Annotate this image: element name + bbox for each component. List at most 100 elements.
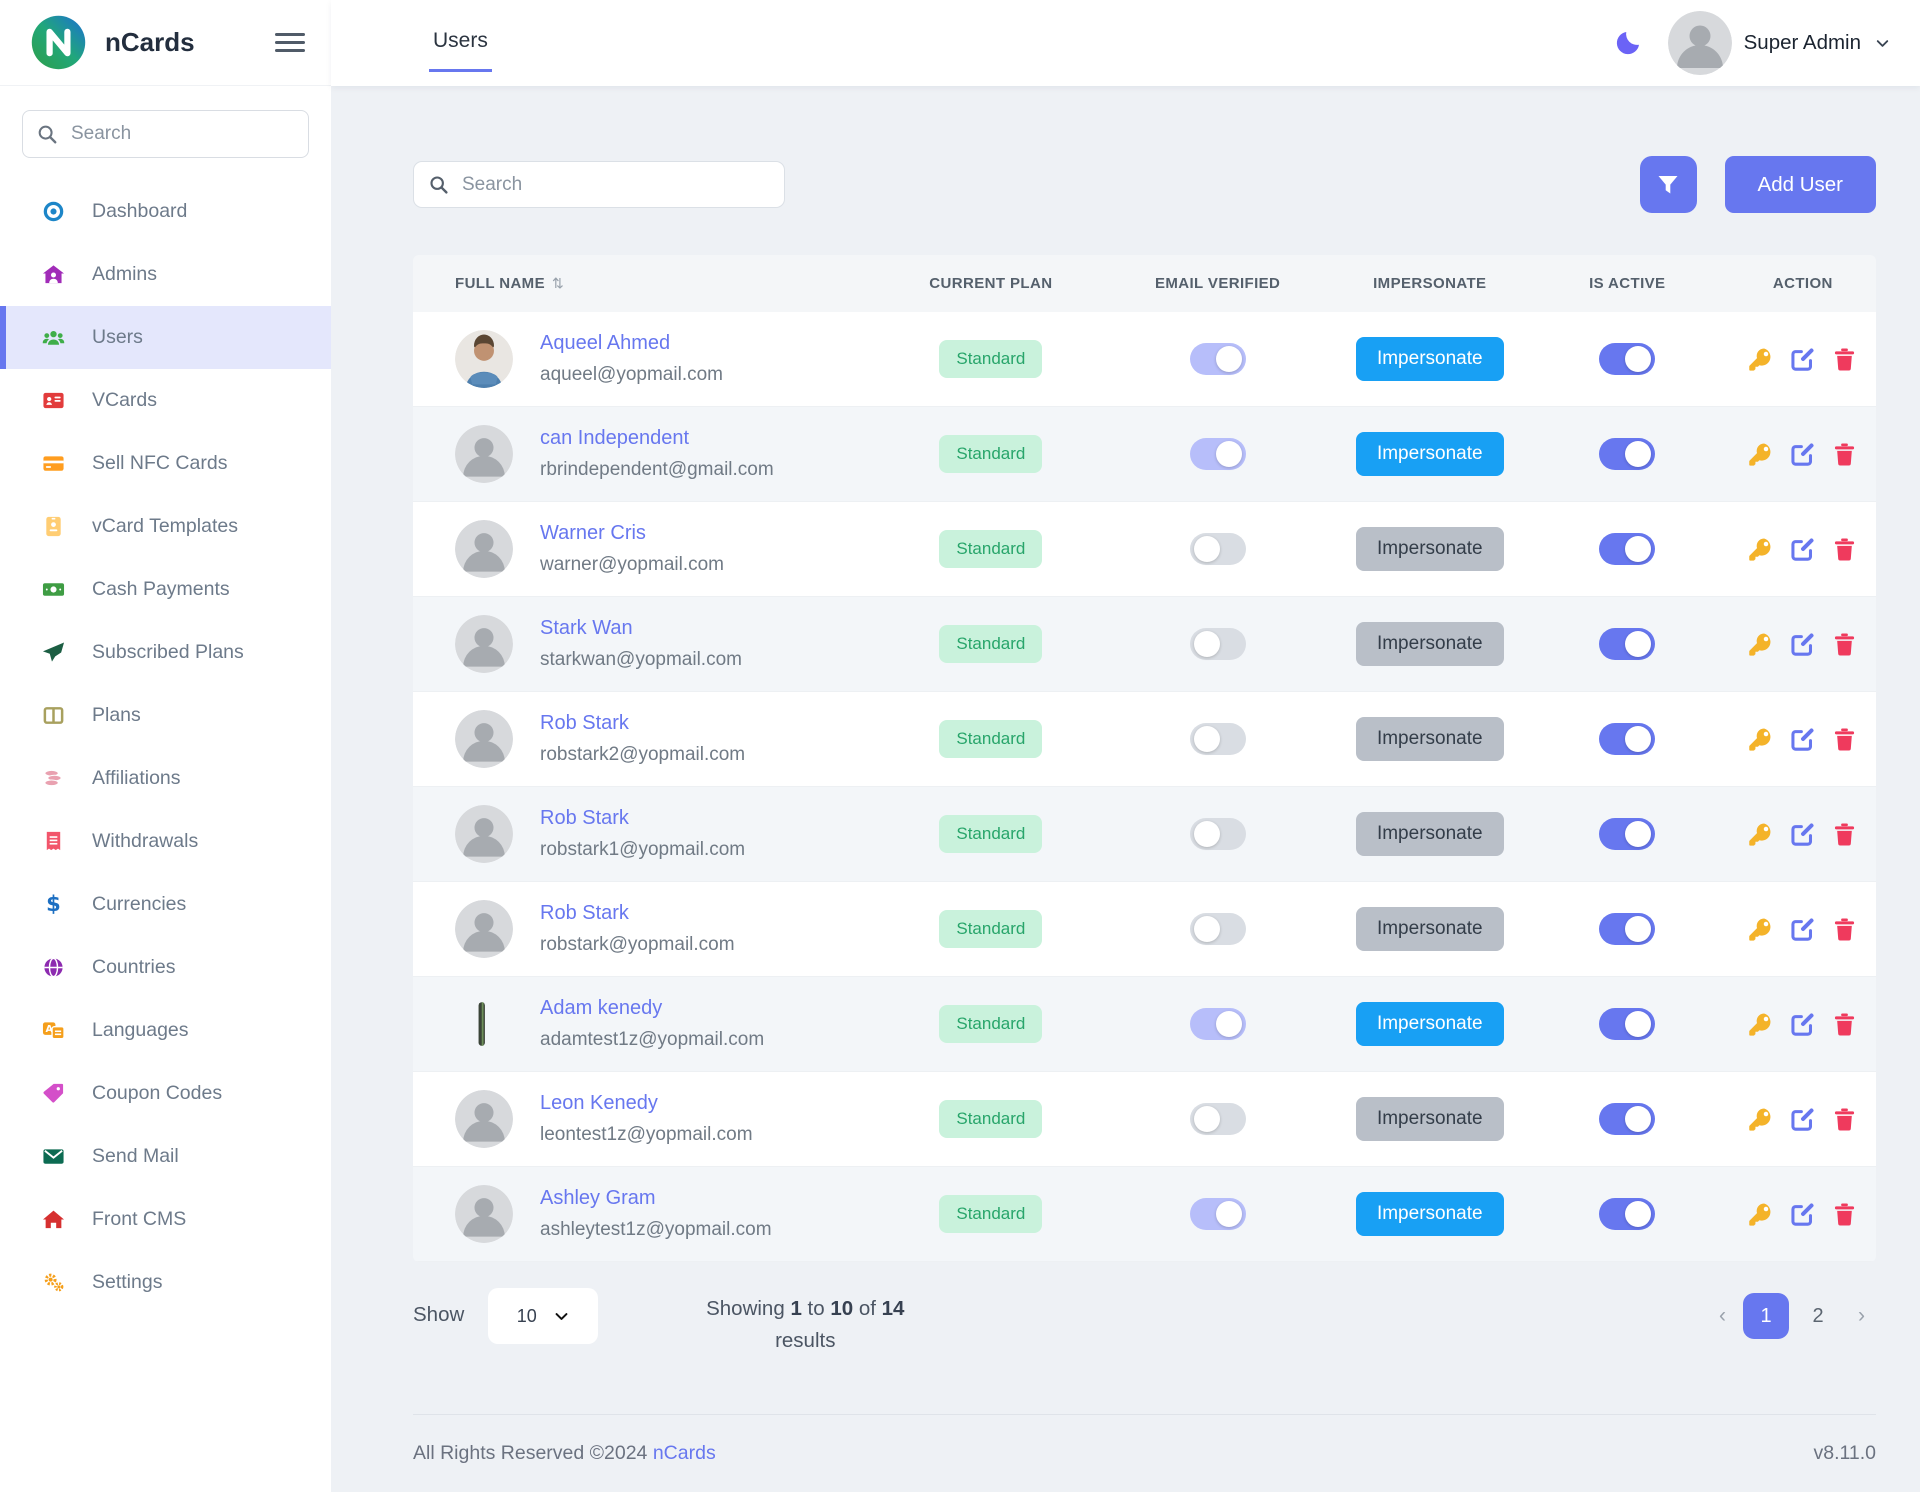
sidebar-item-front-cms[interactable]: Front CMS	[0, 1188, 331, 1251]
sidebar-item-languages[interactable]: A Languages	[0, 999, 331, 1062]
edit-icon[interactable]	[1789, 1011, 1816, 1038]
edit-icon[interactable]	[1789, 346, 1816, 373]
is-active-toggle[interactable]	[1599, 1103, 1656, 1135]
key-icon[interactable]	[1747, 536, 1774, 563]
user-name-link[interactable]: Rob Stark	[540, 902, 629, 924]
sidebar-item-send-mail[interactable]: Send Mail	[0, 1125, 331, 1188]
email-verified-toggle[interactable]	[1189, 818, 1246, 850]
delete-icon[interactable]	[1831, 726, 1858, 753]
is-active-toggle[interactable]	[1599, 1198, 1656, 1230]
page-button-2[interactable]: 2	[1795, 1293, 1841, 1339]
edit-icon[interactable]	[1789, 536, 1816, 563]
user-name-link[interactable]: Warner Cris	[540, 522, 646, 544]
delete-icon[interactable]	[1831, 1201, 1858, 1228]
sidebar-item-vcards[interactable]: VCards	[0, 369, 331, 432]
delete-icon[interactable]	[1831, 441, 1858, 468]
footer-brand-link[interactable]: nCards	[652, 1442, 716, 1464]
delete-icon[interactable]	[1831, 1106, 1858, 1133]
impersonate-button[interactable]: Impersonate	[1355, 717, 1504, 761]
tab-users[interactable]: Users	[429, 13, 492, 72]
user-name-link[interactable]: Stark Wan	[540, 617, 633, 639]
key-icon[interactable]	[1747, 726, 1774, 753]
user-name-link[interactable]: Adam kenedy	[540, 997, 663, 1019]
column-full-name[interactable]: FULL NAME ⇅	[455, 275, 565, 292]
email-verified-toggle[interactable]	[1189, 1198, 1246, 1230]
key-icon[interactable]	[1747, 441, 1774, 468]
sidebar-item-users[interactable]: Users	[0, 306, 331, 369]
user-name-link[interactable]: Aqueel Ahmed	[540, 332, 671, 354]
key-icon[interactable]	[1747, 631, 1774, 658]
is-active-toggle[interactable]	[1599, 628, 1656, 660]
user-name-link[interactable]: Rob Stark	[540, 807, 629, 829]
is-active-toggle[interactable]	[1599, 533, 1656, 565]
sidebar-item-coupon-codes[interactable]: Coupon Codes	[0, 1062, 331, 1125]
email-verified-toggle[interactable]	[1189, 913, 1246, 945]
email-verified-toggle[interactable]	[1189, 533, 1246, 565]
next-page-button[interactable]: ›	[1847, 1304, 1876, 1328]
delete-icon[interactable]	[1831, 536, 1858, 563]
email-verified-toggle[interactable]	[1189, 723, 1246, 755]
impersonate-button[interactable]: Impersonate	[1355, 337, 1504, 381]
page-size-select[interactable]: 10	[488, 1288, 599, 1344]
is-active-toggle[interactable]	[1599, 913, 1656, 945]
filter-button[interactable]	[1639, 156, 1697, 213]
is-active-toggle[interactable]	[1599, 723, 1656, 755]
sidebar-item-plans[interactable]: Plans	[0, 684, 331, 747]
sidebar-item-dashboard[interactable]: Dashboard	[0, 180, 331, 243]
sidebar-item-countries[interactable]: Countries	[0, 936, 331, 999]
sidebar-search-input[interactable]	[22, 110, 309, 158]
edit-icon[interactable]	[1789, 726, 1816, 753]
sidebar-item-withdrawals[interactable]: Withdrawals	[0, 810, 331, 873]
sidebar-item-cash-payments[interactable]: Cash Payments	[0, 558, 331, 621]
key-icon[interactable]	[1747, 1106, 1774, 1133]
key-icon[interactable]	[1747, 346, 1774, 373]
delete-icon[interactable]	[1831, 346, 1858, 373]
page-button-1[interactable]: 1	[1743, 1293, 1789, 1339]
sidebar-item-subscribed-plans[interactable]: Subscribed Plans	[0, 621, 331, 684]
edit-icon[interactable]	[1789, 821, 1816, 848]
key-icon[interactable]	[1747, 821, 1774, 848]
sidebar-item-vcard-templates[interactable]: vCard Templates	[0, 495, 331, 558]
email-verified-toggle[interactable]	[1189, 1103, 1246, 1135]
delete-icon[interactable]	[1831, 821, 1858, 848]
user-name-link[interactable]: Rob Stark	[540, 712, 629, 734]
email-verified-toggle[interactable]	[1189, 628, 1246, 660]
dark-mode-toggle[interactable]	[1610, 25, 1646, 61]
sidebar-item-currencies[interactable]: $ Currencies	[0, 873, 331, 936]
table-search-input[interactable]	[413, 161, 785, 208]
sidebar-item-affiliations[interactable]: Affiliations	[0, 747, 331, 810]
email-verified-toggle[interactable]	[1189, 343, 1246, 375]
email-verified-toggle[interactable]	[1189, 438, 1246, 470]
user-name-link[interactable]: can Independent	[540, 427, 690, 449]
impersonate-button[interactable]: Impersonate	[1355, 527, 1504, 571]
impersonate-button[interactable]: Impersonate	[1355, 1192, 1504, 1236]
sidebar-item-admins[interactable]: Admins	[0, 243, 331, 306]
impersonate-button[interactable]: Impersonate	[1355, 432, 1504, 476]
is-active-toggle[interactable]	[1599, 818, 1656, 850]
email-verified-toggle[interactable]	[1189, 1008, 1246, 1040]
impersonate-button[interactable]: Impersonate	[1355, 1002, 1504, 1046]
hamburger-menu-icon[interactable]	[275, 28, 305, 57]
sidebar-item-settings[interactable]: Settings	[0, 1251, 331, 1314]
key-icon[interactable]	[1747, 1201, 1774, 1228]
edit-icon[interactable]	[1789, 1201, 1816, 1228]
edit-icon[interactable]	[1789, 631, 1816, 658]
edit-icon[interactable]	[1789, 441, 1816, 468]
prev-page-button[interactable]: ‹	[1708, 1304, 1737, 1328]
key-icon[interactable]	[1747, 916, 1774, 943]
key-icon[interactable]	[1747, 1011, 1774, 1038]
is-active-toggle[interactable]	[1599, 1008, 1656, 1040]
impersonate-button[interactable]: Impersonate	[1355, 1097, 1504, 1141]
user-name-link[interactable]: Leon Kenedy	[540, 1092, 658, 1114]
impersonate-button[interactable]: Impersonate	[1355, 622, 1504, 666]
edit-icon[interactable]	[1789, 1106, 1816, 1133]
delete-icon[interactable]	[1831, 1011, 1858, 1038]
user-menu[interactable]: Super Admin	[1667, 11, 1892, 75]
user-name-link[interactable]: Ashley Gram	[540, 1187, 656, 1209]
sidebar-item-sell-nfc-cards[interactable]: Sell NFC Cards	[0, 432, 331, 495]
delete-icon[interactable]	[1831, 631, 1858, 658]
is-active-toggle[interactable]	[1599, 343, 1656, 375]
is-active-toggle[interactable]	[1599, 438, 1656, 470]
delete-icon[interactable]	[1831, 916, 1858, 943]
edit-icon[interactable]	[1789, 916, 1816, 943]
